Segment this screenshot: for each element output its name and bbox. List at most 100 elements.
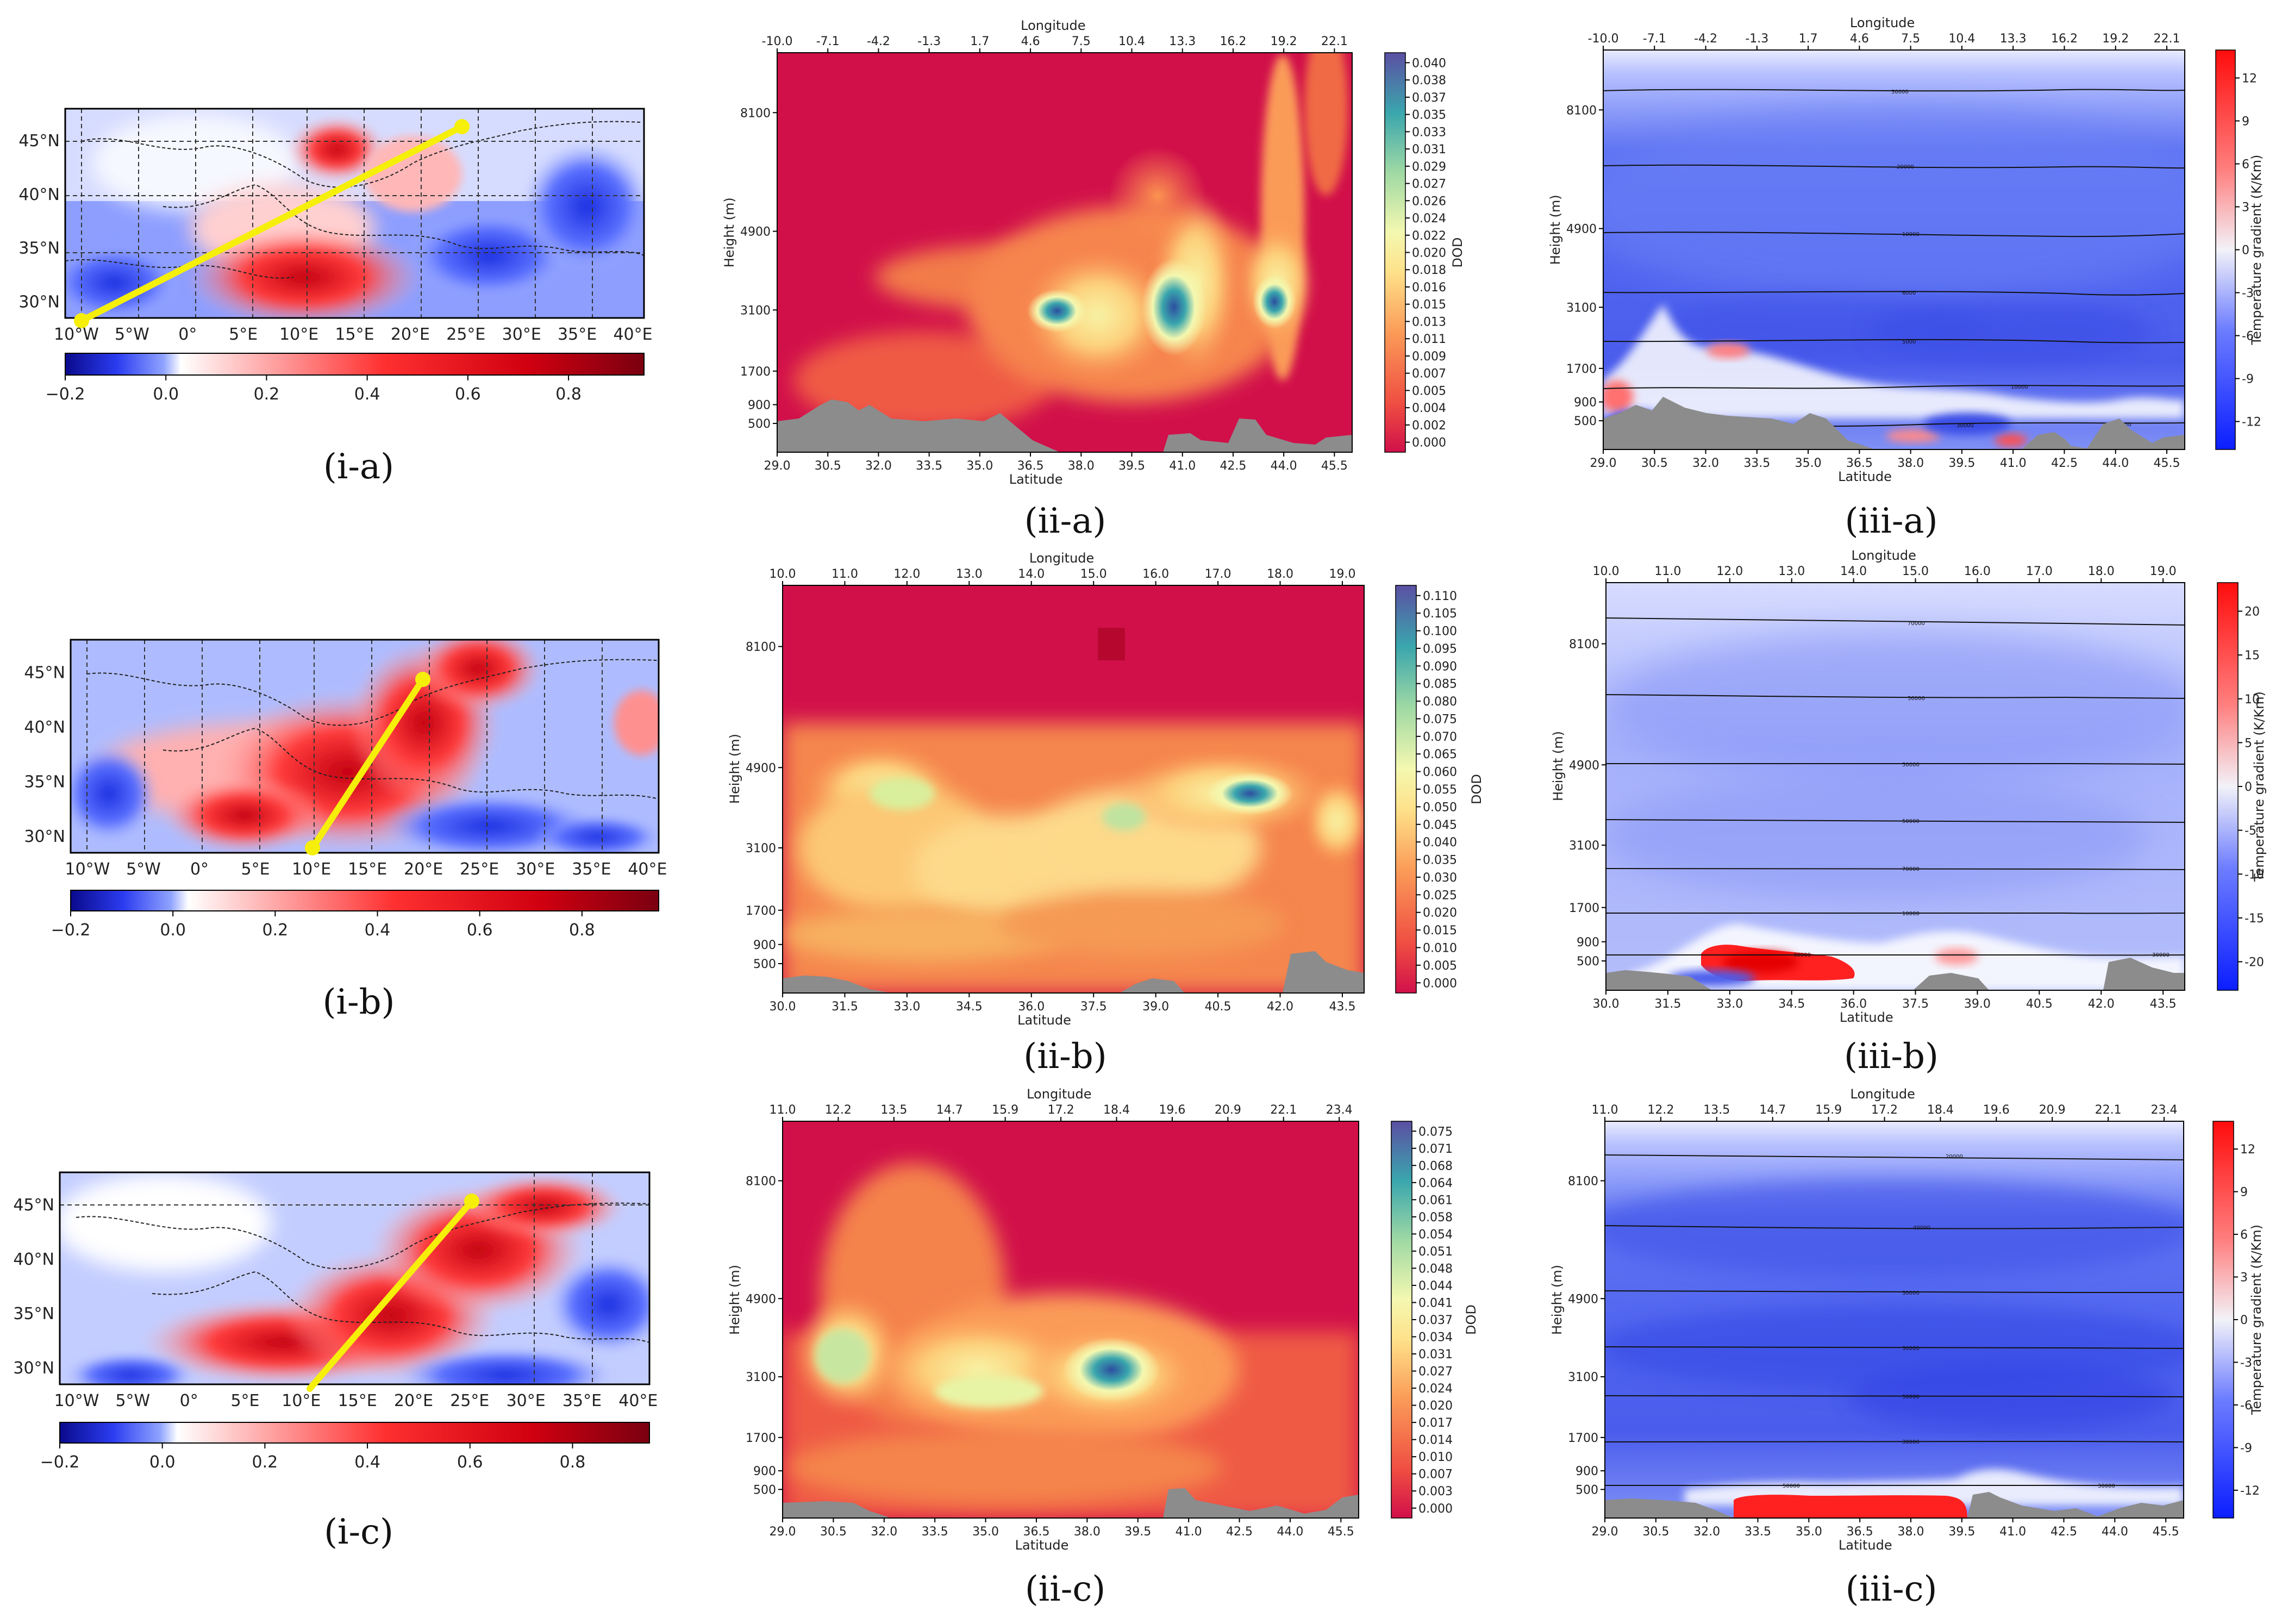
svg-text:50000: 50000 (1783, 1483, 1800, 1489)
top-tick-label: -1.3 (1745, 32, 1768, 46)
colorbar-tick-label: 0.060 (1423, 766, 1457, 779)
top-tick-label: 16.0 (1964, 565, 1991, 578)
top-tick-label: -4.2 (867, 35, 890, 48)
colorbar-tick-label: -12 (2242, 416, 2261, 429)
y-tick-label: 3100 (746, 1371, 776, 1384)
colorbar-tick-label: 0.035 (1423, 854, 1457, 867)
y-tick-label: 35°N (24, 772, 65, 791)
transect-start-marker (305, 840, 320, 855)
top-tick-label: 19.0 (1329, 567, 1355, 581)
colorbar-tick-label: -6 (2240, 1399, 2252, 1413)
x-tick-label: 33.5 (1745, 1525, 1771, 1539)
y-tick-label: 4900 (746, 1292, 776, 1306)
x-tick-label: 40.5 (2026, 997, 2053, 1011)
top-tick-label: 4.6 (1850, 32, 1869, 46)
y-tick-label: 30°N (13, 1359, 54, 1378)
y-tick-label: 1700 (1566, 363, 1597, 376)
colorbar-label: Temperature gradient (K/Km) (2249, 154, 2264, 345)
colorbar-tick-label: -12 (2240, 1484, 2260, 1498)
top-tick-label: -4.2 (1694, 32, 1717, 46)
x-tick-label: 43.5 (1329, 1000, 1355, 1014)
x-tick-label: 45.5 (2154, 457, 2180, 470)
y-tick-label: 4900 (1568, 1292, 1598, 1306)
colorbar-tick-label: 0.010 (1423, 941, 1457, 955)
colorbar (70, 890, 659, 911)
y-tick-label: 3100 (1568, 1371, 1598, 1384)
y-tick-label: 500 (753, 1483, 776, 1497)
colorbar-tick-label: 0.020 (1418, 1400, 1453, 1413)
colorbar-tick-label: 0.015 (1412, 298, 1446, 312)
x-axis-label: Latitude (1015, 1538, 1069, 1553)
x-tick-label: 10°E (279, 325, 318, 344)
top-tick-label: 14.7 (936, 1103, 963, 1117)
colorbar-tick-label: 0.6 (457, 1453, 483, 1472)
x-axis-label: Latitude (1017, 1013, 1071, 1028)
top-tick-label: 15.0 (1902, 565, 1929, 578)
terrain (783, 951, 1364, 993)
svg-text:30000: 30000 (1793, 952, 1811, 958)
y-tick-label: 8100 (1566, 104, 1597, 117)
top-tick-label: -7.1 (816, 35, 840, 48)
top-tick-label: 16.2 (2051, 32, 2078, 46)
x-tick-label: 39.5 (1948, 1525, 1975, 1539)
colorbar-tick-label: -9 (2242, 373, 2254, 386)
top-tick-label: 22.1 (1270, 1103, 1297, 1117)
top-tick-label: 13.0 (956, 567, 983, 581)
colorbar-tick-label: 0.005 (1423, 959, 1457, 973)
colorbar-tick-label: 0.024 (1412, 212, 1446, 226)
colorbar-tick-label: 0.6 (455, 385, 481, 404)
x-tick-label: 32.0 (871, 1525, 897, 1539)
colorbar-tick-label: 9 (2242, 115, 2249, 128)
x-tick-label: 25°E (460, 860, 499, 879)
top-tick-label: 17.2 (1871, 1103, 1898, 1117)
x-axis-label: Latitude (1009, 472, 1063, 487)
top-tick-label: 10.4 (1948, 32, 1975, 46)
top-axis-label: Longitude (1851, 1086, 1915, 1102)
top-axis-label: Longitude (1852, 548, 1916, 563)
y-tick-label: 8100 (746, 1175, 776, 1189)
x-tick-label: 34.5 (956, 1000, 983, 1014)
colorbar-tick-label: 0.029 (1412, 160, 1446, 174)
map-panel-i-b: 45°N 40°N 35°N 30°N10°W 5°W 0° 5°E 10°E 15°E 20°E… (24, 639, 667, 940)
colorbar-tick-label: 0.033 (1412, 126, 1446, 139)
top-tick-label: 14.7 (1759, 1103, 1786, 1117)
x-tick-label: 35°E (572, 860, 611, 879)
top-tick-label: 1.7 (1799, 32, 1818, 46)
colorbar-tick-label: -15 (2245, 912, 2264, 926)
colorbar-label: Temperature gradient (K/Km) (2249, 1225, 2264, 1415)
top-tick-label: 10.0 (770, 567, 796, 581)
top-axis-label: Longitude (1021, 18, 1085, 33)
top-tick-label: 12.0 (893, 567, 920, 581)
transect-line (309, 676, 426, 851)
x-tick-label: 38.0 (1068, 459, 1095, 473)
colorbar-tick-label: 0.0 (160, 921, 186, 940)
tgrad-panel-iii-c: 20000 40000 30000 30000 50000 30000 50000 30000… (1549, 1086, 2264, 1553)
colorbar-tick-label: 0.100 (1423, 625, 1457, 639)
x-tick-label: 15°E (338, 1391, 377, 1410)
y-tick-label: 3100 (746, 842, 776, 855)
y-tick-label: 900 (753, 939, 776, 952)
y-tick-label: 30°N (18, 292, 60, 311)
x-tick-label: 0° (180, 1391, 198, 1410)
colorbar-tick-label: 0.080 (1423, 695, 1457, 709)
colorbar-tick-label: -3 (2242, 287, 2254, 301)
x-tick-label: 30.5 (815, 459, 841, 473)
y-tick-label: 1700 (1568, 1432, 1598, 1445)
top-tick-label: 13.5 (880, 1103, 907, 1117)
top-tick-label: 14.0 (1840, 565, 1867, 578)
captions: (i-a) (ii-a) (iii-a) (i-b) (ii-b) (iii-b… (323, 447, 1939, 1609)
colorbar-tick-label: 0.013 (1412, 315, 1446, 329)
colorbar-tick-label: 0.0 (153, 385, 179, 404)
tgrad-panel-iii-a: 30000200001000060005000100003000030000 -… (1548, 15, 2264, 484)
x-tick-label: 10°W (65, 860, 110, 879)
colorbar-tick-label: -10 (2245, 868, 2264, 882)
map-panel-i-c: 45°N 40°N 35°N 30°N10°W 5°W 0° 5°E 10°E 15°E 20°E… (13, 1171, 658, 1472)
y-tick-label: 8100 (1569, 638, 1599, 652)
x-tick-label: 44.0 (2102, 457, 2129, 470)
x-tick-label: 39.5 (1124, 1525, 1151, 1539)
x-tick-label: 36.0 (1018, 1000, 1045, 1014)
x-tick-label: 41.0 (1169, 459, 1196, 473)
y-tick-label: 40°N (13, 1250, 54, 1269)
colorbar-tick-label: 0.070 (1423, 730, 1457, 744)
